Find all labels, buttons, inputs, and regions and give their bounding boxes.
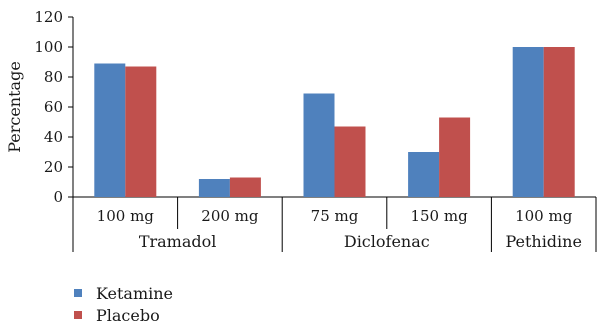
bar-placebo-0	[125, 66, 157, 197]
legend-item-ketamine: Ketamine	[74, 282, 173, 304]
legend: Ketamine Placebo	[74, 282, 173, 326]
y-tick-label: 100	[34, 38, 63, 56]
bar-placebo-2	[334, 126, 366, 197]
y-tick-label: 20	[44, 158, 63, 176]
x-category-label: 100 mg	[97, 207, 155, 225]
bar-placebo-4	[543, 47, 575, 197]
y-tick-label: 80	[44, 68, 63, 86]
x-group-label: Tramadol	[139, 232, 217, 251]
legend-label-placebo: Placebo	[96, 305, 160, 325]
bar-ketamine-3	[408, 152, 440, 197]
x-group-label: Pethidine	[505, 232, 582, 251]
bar-placebo-1	[229, 177, 261, 197]
legend-swatch-placebo	[74, 311, 82, 319]
y-axis-title: Percentage	[5, 61, 24, 153]
x-group-label: Diclofenac	[344, 232, 430, 251]
x-category-label: 75 mg	[311, 207, 359, 225]
bar-ketamine-1	[198, 179, 230, 197]
bars	[94, 47, 575, 197]
bar-ketamine-2	[303, 93, 335, 197]
bar-placebo-3	[439, 117, 471, 197]
bar-ketamine-0	[94, 63, 126, 197]
y-tick-label: 60	[44, 98, 63, 116]
bar-ketamine-4	[512, 47, 544, 197]
legend-swatch-ketamine	[74, 289, 82, 297]
legend-item-placebo: Placebo	[74, 304, 173, 326]
axis-labels: 0 20 40 60 80 100 120 Percentage 100 mg 200 mg 75 …	[5, 8, 582, 251]
y-tick-label: 0	[53, 188, 63, 206]
y-tick-label: 120	[34, 8, 63, 26]
y-tick-label: 40	[44, 128, 63, 146]
x-category-label: 150 mg	[410, 207, 468, 225]
x-category-label: 100 mg	[515, 207, 573, 225]
axes	[68, 16, 597, 252]
x-category-label: 200 mg	[201, 207, 259, 225]
legend-label-ketamine: Ketamine	[96, 283, 174, 303]
